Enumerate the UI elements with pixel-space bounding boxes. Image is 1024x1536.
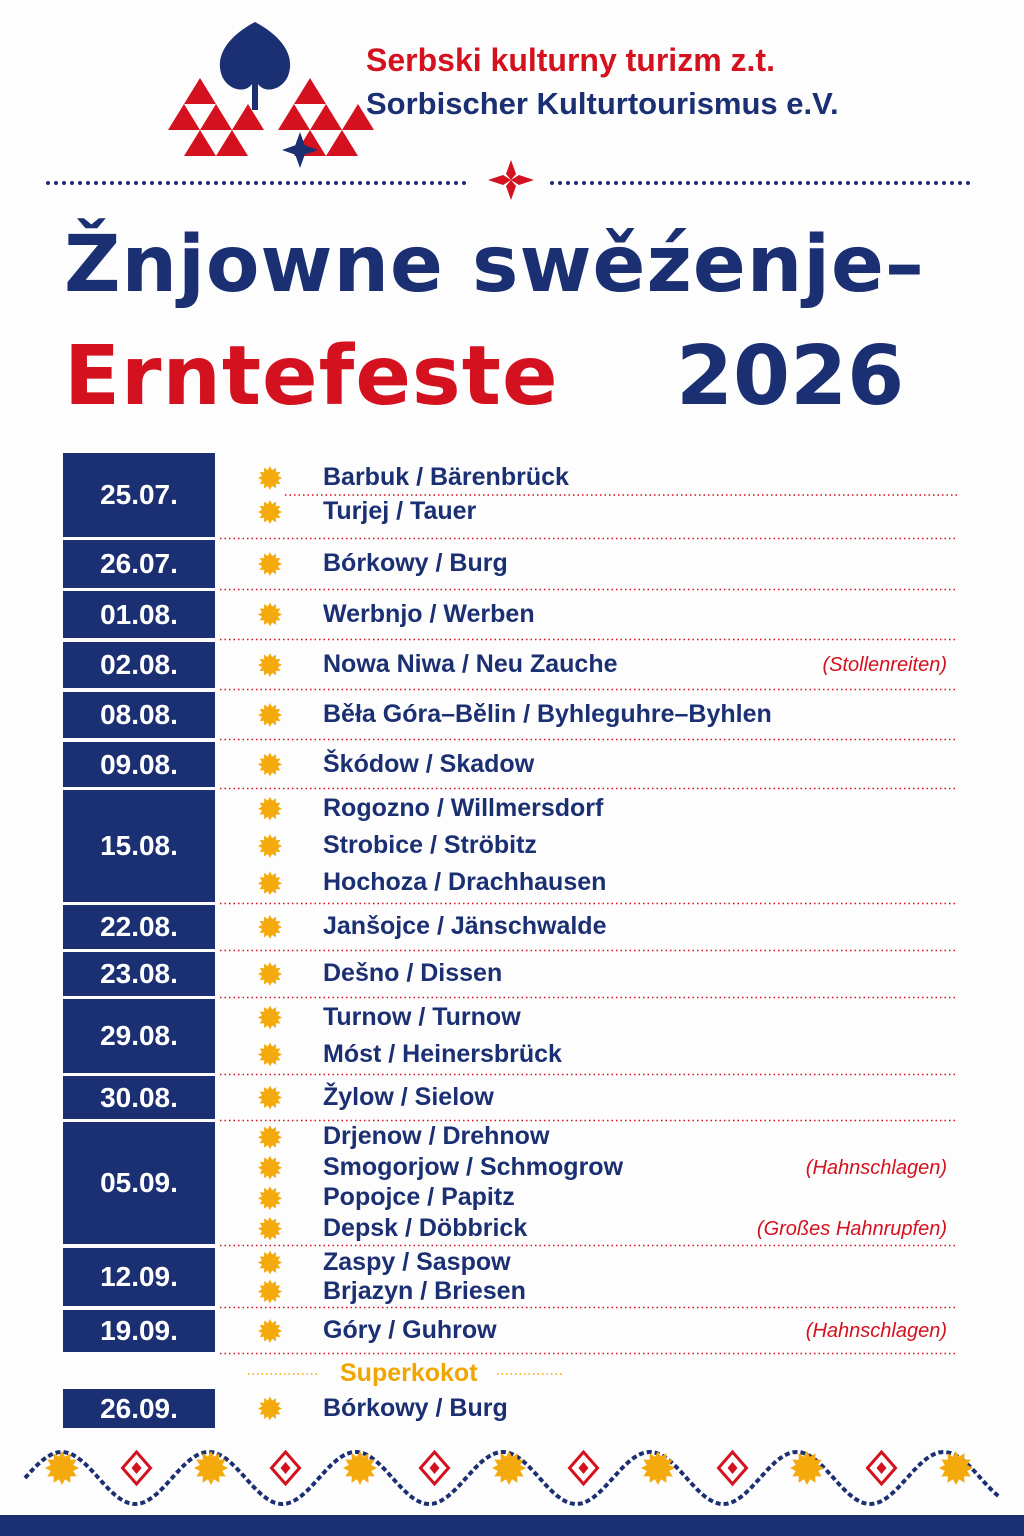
place-note: (Großes Hahnrupfen) <box>756 1217 947 1240</box>
place-name: Barbuk / Bärenbrück <box>323 463 569 491</box>
date-box: 02.08. <box>63 642 215 688</box>
place-note: (Stollenreiten) <box>822 654 947 676</box>
sun-icon <box>258 962 282 986</box>
date-box: 30.08. <box>63 1076 215 1119</box>
border-diamond <box>716 1449 749 1487</box>
place-name: Rogozno / Willmersdorf <box>323 793 604 822</box>
sun-icon <box>492 1451 526 1485</box>
place-name: Depsk / Döbbrick <box>323 1213 528 1242</box>
title-line1: Žnjowne swěźenje– <box>64 220 925 310</box>
date-box: 15.08. <box>63 790 215 902</box>
date-box: 26.09. <box>63 1389 215 1428</box>
place-name: Janšojce / Jänschwalde <box>323 912 607 940</box>
sun-icon <box>258 703 282 727</box>
sun-icon <box>258 1155 282 1180</box>
date-box: 05.09. <box>63 1122 215 1244</box>
date-box: 19.09. <box>63 1310 215 1352</box>
sun-icon <box>343 1451 377 1485</box>
place-note: (Hahnschlagen) <box>805 1320 947 1342</box>
date-box: 26.07. <box>63 540 215 588</box>
place-name: Zaspy / Saspow <box>323 1247 511 1276</box>
sun-icon <box>258 1005 282 1030</box>
border-diamond <box>269 1449 302 1487</box>
sun-icon <box>258 871 282 896</box>
border-diamond-core <box>429 1462 440 1474</box>
date-box: 23.08. <box>63 952 215 996</box>
date-box: 09.08. <box>63 742 215 787</box>
sun-icon <box>641 1451 675 1485</box>
sun-icon <box>258 602 282 627</box>
place-name: Góry / Guhrow <box>323 1316 497 1344</box>
title-red: Erntefeste <box>64 329 559 424</box>
org-sorbian: Serbski kulturny turizm z.t. <box>366 42 775 78</box>
place-name: Dešno / Dissen <box>323 959 503 987</box>
place-name: Werbnjo / Werben <box>323 599 535 628</box>
sun-icon <box>258 500 282 524</box>
sun-icon <box>45 1451 79 1485</box>
date-box: 01.08. <box>63 591 215 638</box>
sun-icon <box>258 796 282 821</box>
sun-icon <box>258 915 282 939</box>
logo-leaf <box>219 22 291 110</box>
date-box: 29.08. <box>63 999 215 1073</box>
sun-icon <box>258 466 282 490</box>
border-diamond <box>418 1449 451 1487</box>
border-diamond-core <box>131 1462 142 1474</box>
border-diamond <box>567 1449 600 1487</box>
date-box: 08.08. <box>63 692 215 738</box>
sun-icon <box>258 1125 282 1150</box>
date-box: 22.08. <box>63 905 215 949</box>
place-name: Móst / Heinersbrück <box>323 1039 562 1068</box>
place-name: Žylow / Sielow <box>323 1082 494 1111</box>
place-name: Bórkowy / Burg <box>323 1393 508 1422</box>
place-name: Strobice / Ströbitz <box>323 831 537 859</box>
sun-icon <box>258 1250 282 1275</box>
sun-icon <box>258 1186 282 1211</box>
border-diamond-core <box>578 1462 589 1474</box>
border-wave <box>23 1449 1001 1507</box>
border-diamond-core <box>876 1462 887 1474</box>
divider-flower <box>488 160 534 200</box>
place-name: Popojce / Papitz <box>323 1183 515 1212</box>
org-german: Sorbischer Kulturtourismus e.V. <box>366 86 839 121</box>
sun-icon <box>939 1451 973 1485</box>
sun-icon <box>258 653 282 677</box>
title-year: 2026 <box>676 329 905 424</box>
sun-icon <box>258 1396 282 1421</box>
sun-icon <box>790 1451 824 1485</box>
place-name: Turnow / Turnow <box>323 1002 521 1031</box>
logo-triangles <box>168 78 374 156</box>
sun-icon <box>258 752 282 777</box>
sun-icon <box>258 1042 282 1067</box>
sun-icon <box>258 1085 282 1110</box>
place-name: Smogorjow / Schmogrow <box>323 1152 624 1181</box>
place-name: Drjenow / Drehnow <box>323 1122 550 1151</box>
sun-icon <box>258 834 282 858</box>
sun-icon <box>258 1319 282 1343</box>
place-note: (Hahnschlagen) <box>805 1156 947 1179</box>
border-diamond <box>120 1449 153 1487</box>
date-box: 25.07. <box>63 453 215 537</box>
place-name: Turjej / Tauer <box>323 497 477 525</box>
date-box: 12.09. <box>63 1248 215 1306</box>
bottom-bar <box>0 1515 1024 1536</box>
place-name: Hochoza / Drachhausen <box>323 868 607 897</box>
logo-flower <box>282 132 318 168</box>
border-diamond-core <box>280 1462 291 1474</box>
place-name: Běła Góra–Bělin / Byhleguhre–Byhlen <box>323 700 772 728</box>
special-label: Superkokot <box>340 1359 478 1387</box>
place-name: Bórkowy / Burg <box>323 549 508 577</box>
sun-icon <box>258 1216 282 1241</box>
place-name: Brjazyn / Briesen <box>323 1276 526 1305</box>
place-name: Škódow / Skadow <box>323 749 535 778</box>
sun-icon <box>258 1279 282 1304</box>
border-diamond <box>865 1449 898 1487</box>
sun-icon <box>194 1451 228 1485</box>
border-diamond-core <box>727 1462 738 1474</box>
sun-icon <box>258 552 282 576</box>
place-name: Nowa Niwa / Neu Zauche <box>323 650 618 678</box>
